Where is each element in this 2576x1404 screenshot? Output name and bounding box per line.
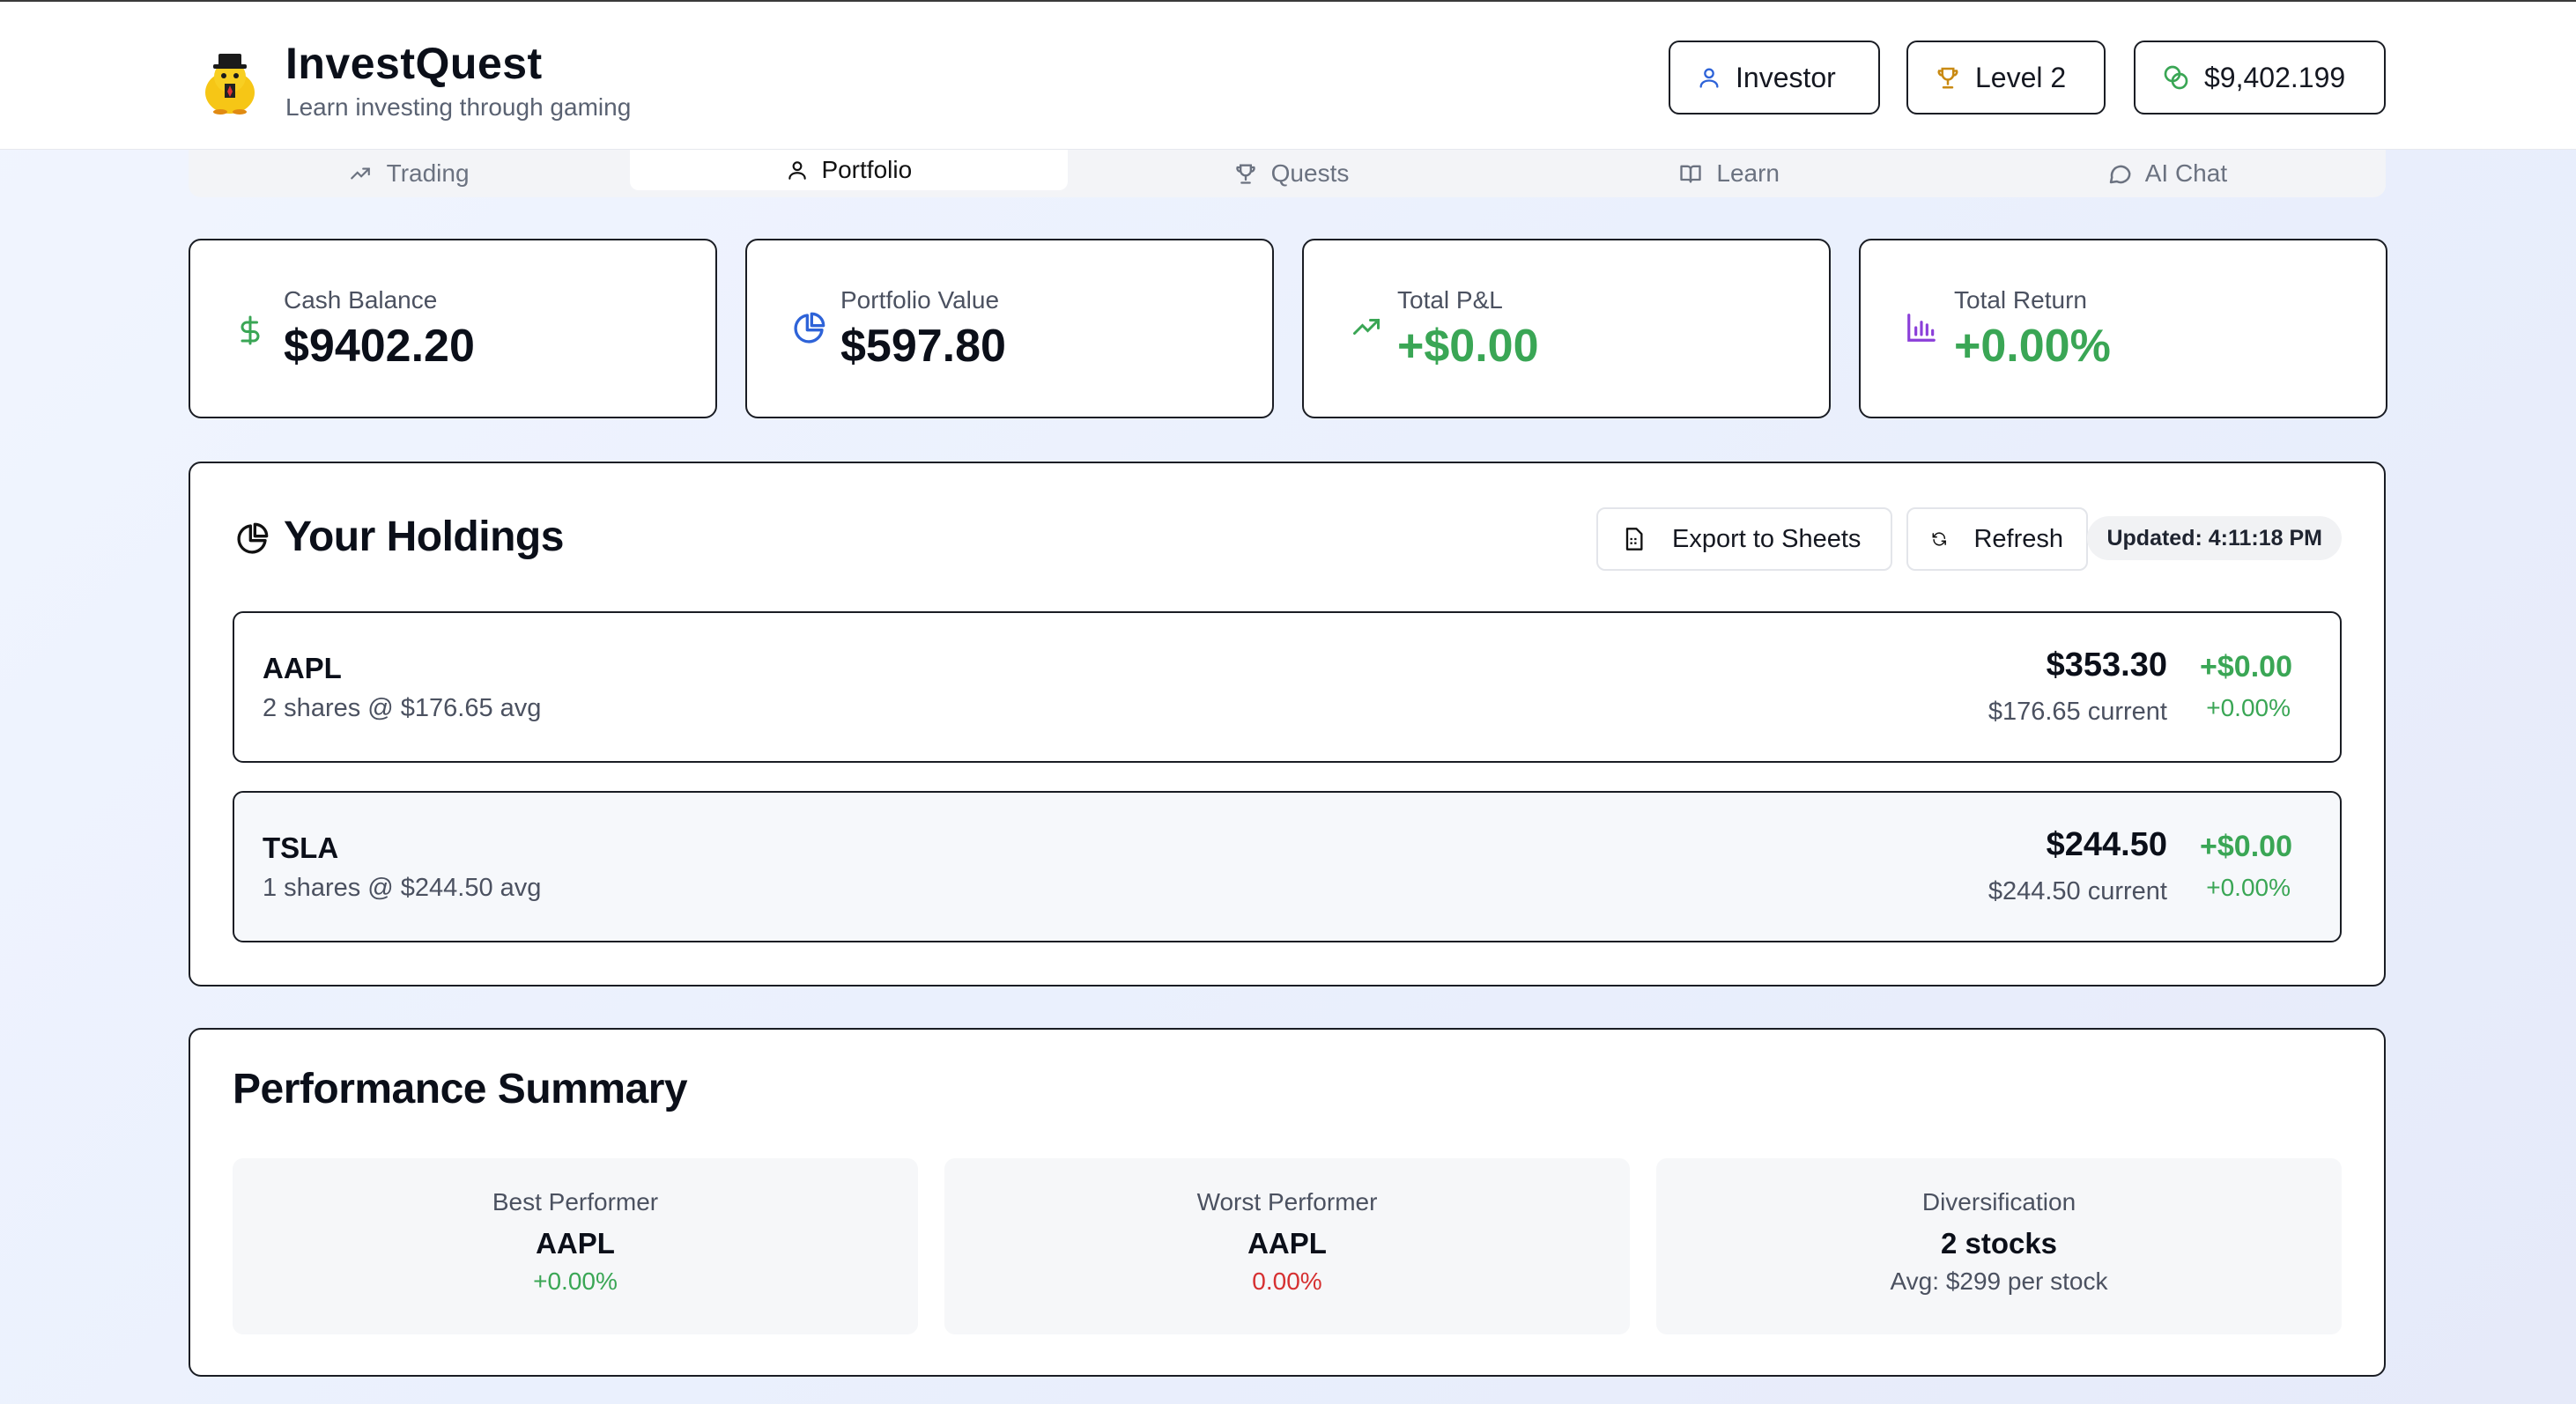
export-to-sheets-button[interactable]: Export to Sheets	[1596, 507, 1892, 571]
perf-label: Diversification	[1921, 1188, 2076, 1216]
stat-value: +0.00%	[1954, 321, 2111, 372]
holding-row-aapl[interactable]: AAPL 2 shares @ $176.65 avg $353.30 $176…	[233, 611, 2342, 763]
worst-performer-card: Worst Performer AAPL 0.00%	[944, 1158, 1630, 1334]
level-label: Level 2	[1975, 61, 2067, 93]
trophy-icon	[1235, 164, 1255, 184]
holding-detail: 2 shares @ $176.65 avg	[263, 694, 542, 722]
tab-portfolio[interactable]: Portfolio	[630, 150, 1069, 190]
pie-chart-icon	[237, 522, 269, 554]
tab-quests[interactable]: Quests	[1071, 150, 1509, 197]
holding-pl-percent: +0.00%	[2206, 874, 2291, 901]
stat-card-total-return: Total Return +0.00%	[1859, 239, 2387, 418]
perf-value: AAPL	[1247, 1227, 1327, 1260]
refresh-label: Refresh	[1973, 524, 2063, 553]
tab-label: Quests	[1270, 159, 1350, 187]
perf-sub: 0.00%	[1252, 1267, 1322, 1295]
tab-label: Portfolio	[821, 156, 913, 183]
holding-symbol: AAPL	[263, 652, 342, 684]
stat-value: $597.80	[840, 321, 1006, 372]
stat-label: Portfolio Value	[840, 286, 1000, 314]
main-tabs: Trading Portfolio Quests Learn AI Chat	[189, 150, 2386, 197]
holding-current-price: $176.65 current	[1988, 698, 2167, 726]
perf-label: Best Performer	[492, 1188, 659, 1216]
holdings-panel: Your Holdings Export to Sheets Refresh U…	[189, 462, 2386, 986]
tab-label: Trading	[386, 159, 470, 187]
holdings-title: Your Holdings	[284, 514, 564, 560]
investor-role-button[interactable]: Investor	[1669, 41, 1880, 115]
holding-value: $353.30	[2046, 647, 2167, 684]
perf-sub: Avg: $299 per stock	[1890, 1267, 2108, 1295]
level-button[interactable]: Level 2	[1906, 41, 2106, 115]
holding-pl-percent: +0.00%	[2206, 694, 2291, 721]
perf-value: 2 stocks	[1940, 1227, 2058, 1260]
stat-label: Total P&L	[1397, 286, 1503, 314]
user-icon	[1699, 68, 1719, 88]
perf-label: Worst Performer	[1196, 1188, 1378, 1216]
balance-label: $9,402.199	[2204, 61, 2346, 93]
diversification-card: Diversification 2 stocks Avg: $299 per s…	[1656, 1158, 2342, 1334]
tab-label: AI Chat	[2144, 159, 2228, 187]
app-title: InvestQuest	[285, 39, 543, 88]
brand[interactable]: InvestQuest Learn investing through gami…	[197, 39, 631, 122]
balance-button[interactable]: $9,402.199	[2134, 41, 2386, 115]
refresh-icon	[1932, 532, 1946, 546]
chat-icon	[2109, 165, 2131, 184]
book-icon	[1680, 165, 1702, 183]
tab-trading[interactable]: Trading	[189, 150, 626, 197]
holding-current-price: $244.50 current	[1988, 877, 2167, 905]
performance-title: Performance Summary	[233, 1066, 688, 1112]
investor-mascot-logo	[205, 54, 255, 115]
holding-symbol: TSLA	[263, 831, 339, 864]
refresh-button[interactable]: Refresh	[1906, 507, 2088, 571]
tab-learn[interactable]: Learn	[1510, 150, 1948, 197]
holding-value: $244.50	[2046, 826, 2167, 863]
holding-pl: +$0.00	[2200, 650, 2292, 684]
stat-card-portfolio-value: Portfolio Value $597.80	[745, 239, 1274, 418]
updated-badge: Updated: 4:11:18 PM	[2087, 516, 2342, 560]
tab-ai-chat[interactable]: AI Chat	[1948, 150, 2386, 197]
trophy-icon	[1937, 67, 1958, 89]
coins-icon	[2164, 65, 2188, 90]
tab-label: Learn	[1716, 159, 1780, 187]
trending-up-icon	[350, 167, 370, 180]
best-performer-card: Best Performer AAPL +0.00%	[233, 1158, 918, 1334]
holding-row-tsla[interactable]: TSLA 1 shares @ $244.50 avg $244.50 $244…	[233, 791, 2342, 942]
investor-role-label: Investor	[1736, 61, 1836, 93]
dollar-icon	[241, 315, 260, 345]
perf-value: AAPL	[536, 1227, 615, 1260]
export-label: Export to Sheets	[1672, 524, 1862, 553]
stat-value: +$0.00	[1397, 321, 1539, 372]
holding-detail: 1 shares @ $244.50 avg	[263, 874, 542, 902]
app-subtitle: Learn investing through gaming	[285, 93, 632, 121]
bar-chart-icon	[1907, 314, 1936, 342]
stat-label: Cash Balance	[284, 286, 438, 314]
performance-summary-panel: Performance Summary Best Performer AAPL …	[189, 1028, 2386, 1377]
stat-card-cash-balance: Cash Balance $9402.20	[189, 239, 717, 418]
stat-label: Total Return	[1954, 286, 2087, 314]
holding-pl: +$0.00	[2200, 830, 2292, 863]
stat-card-total-pl: Total P&L +$0.00	[1302, 239, 1831, 418]
sheet-icon	[1625, 528, 1643, 551]
top-bar: InvestQuest Learn investing through gami…	[0, 0, 2576, 150]
perf-sub: +0.00%	[533, 1267, 618, 1295]
trending-up-icon	[1353, 319, 1380, 335]
stat-value: $9402.20	[284, 321, 475, 372]
user-icon	[788, 161, 807, 180]
pie-chart-icon	[794, 312, 825, 344]
